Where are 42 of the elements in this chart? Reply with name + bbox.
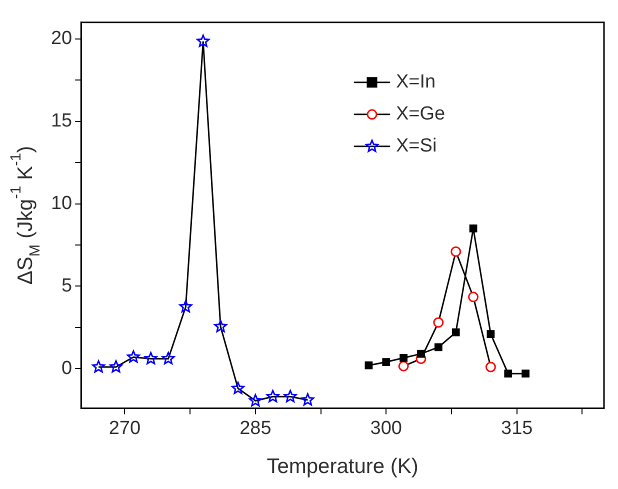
point (364, 361, 373, 370)
y-tick-label: 10 (50, 192, 72, 214)
y-tick-label: 5 (62, 275, 72, 296)
point (232, 382, 244, 394)
point (417, 350, 425, 358)
point (179, 300, 192, 312)
point (400, 354, 408, 362)
x-tick-label: 315 (501, 418, 533, 439)
point (162, 352, 175, 364)
y-axis-title: ΔSM (Jkg-1 K-1) (8, 146, 44, 285)
point (504, 370, 512, 378)
point (110, 360, 122, 373)
legend-label: X=In (396, 72, 436, 93)
x-tick-label: 285 (240, 418, 272, 439)
point (522, 370, 530, 378)
point (486, 330, 495, 338)
x-axis-title: Temperature (K) (266, 454, 418, 478)
x-tick-label: 270 (108, 418, 141, 439)
point (434, 343, 442, 352)
point (284, 390, 297, 402)
point (398, 360, 409, 372)
point (196, 34, 210, 47)
point (92, 360, 106, 373)
point (452, 328, 460, 336)
point (126, 350, 140, 363)
y-tick-label: 20 (50, 28, 72, 50)
point (468, 292, 479, 302)
point (469, 224, 478, 232)
point (214, 320, 228, 332)
point (248, 394, 262, 406)
point (301, 393, 314, 406)
point (433, 317, 444, 328)
point (450, 246, 462, 257)
x-tick-label: 300 (370, 418, 402, 439)
point (485, 362, 496, 372)
point (144, 352, 158, 364)
y-tick-label: 15 (50, 110, 72, 132)
legend-label: X=Ge (396, 104, 446, 125)
legend-label: X=Si (396, 136, 437, 157)
y-tick-label: 0 (62, 358, 72, 379)
point (382, 358, 390, 366)
point (266, 390, 280, 402)
